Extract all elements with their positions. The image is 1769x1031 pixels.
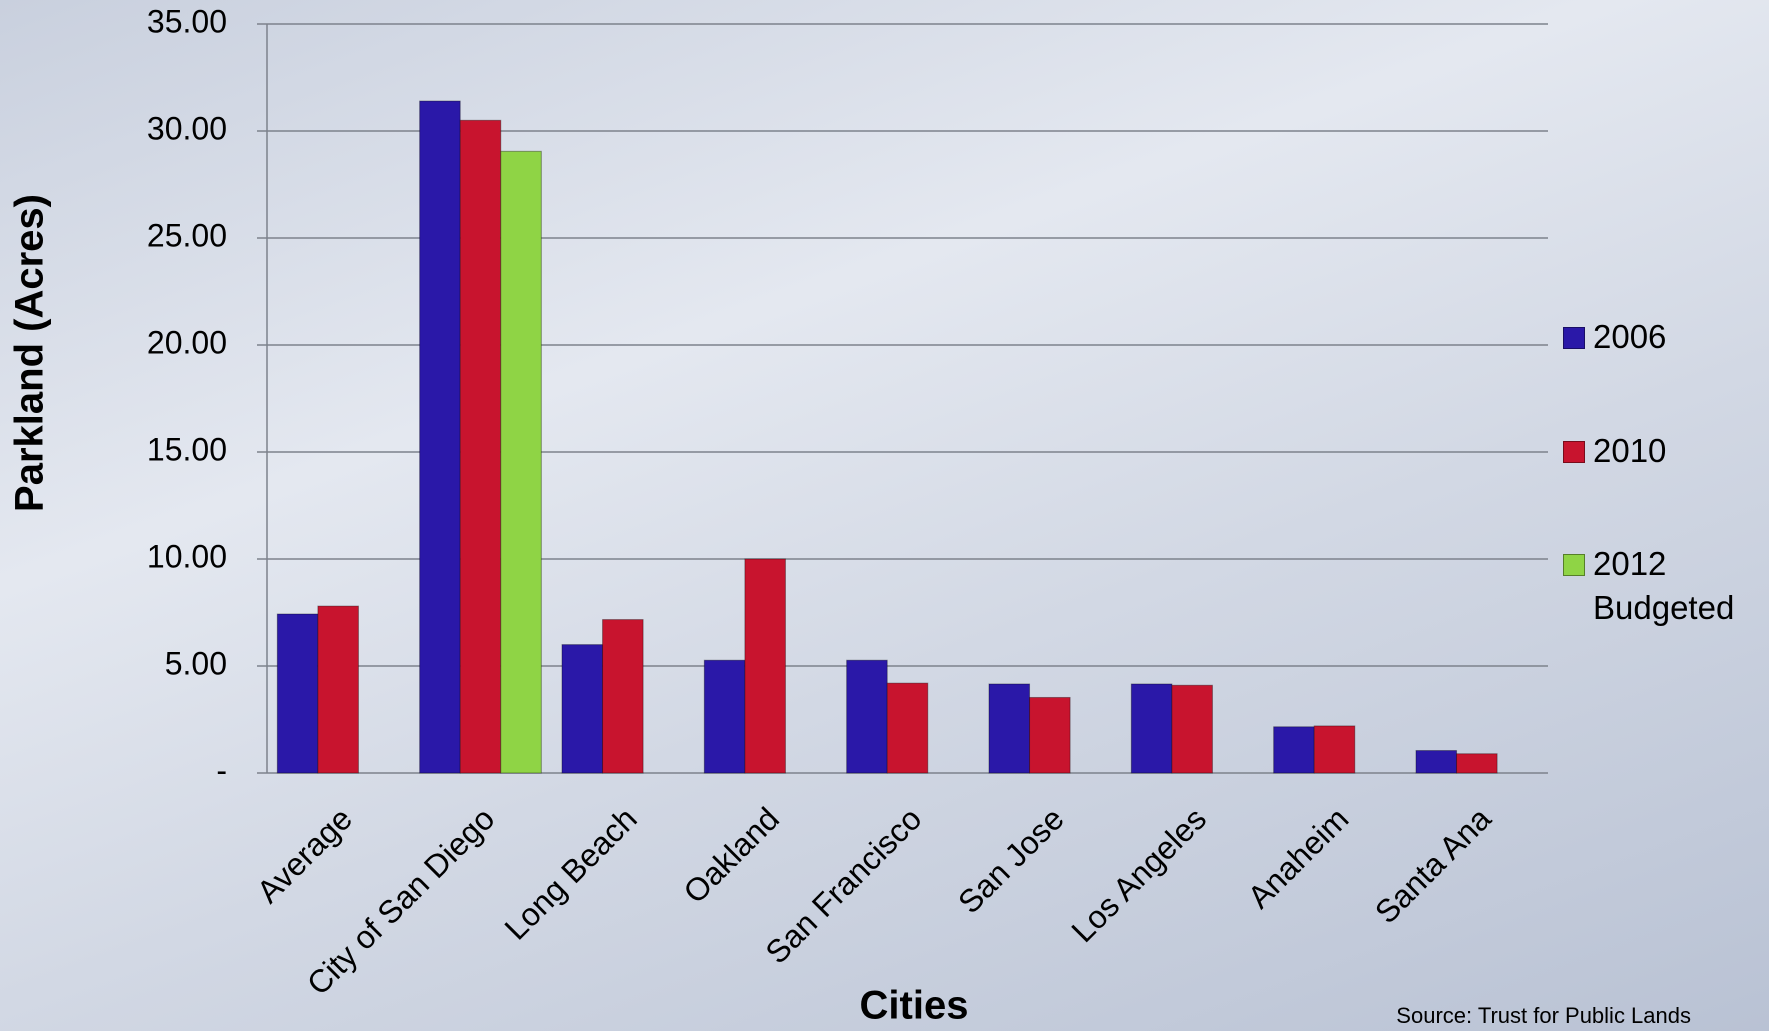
bar — [419, 100, 461, 774]
bar — [1273, 726, 1315, 774]
legend-item: 2010 — [1563, 429, 1753, 473]
y-tick-label: 30.00 — [147, 110, 227, 146]
bar — [1029, 696, 1071, 774]
bar — [846, 659, 888, 774]
legend-swatch — [1563, 441, 1585, 463]
legend-label: 2010 — [1593, 432, 1667, 469]
y-axis-title: Parkland (Acres) — [8, 194, 52, 512]
bar — [1415, 750, 1458, 774]
x-tick-label: Los Angeles — [1064, 800, 1213, 949]
bar — [744, 558, 786, 774]
y-tick-label: 15.00 — [147, 431, 227, 467]
y-tick-label: - — [216, 752, 227, 788]
bar — [500, 150, 542, 774]
x-axis-title: Cities — [860, 984, 969, 1028]
x-tick-label: Oakland — [676, 800, 786, 910]
bar — [1171, 684, 1213, 774]
bar — [1456, 753, 1498, 774]
x-tick-label: Long Beach — [498, 800, 644, 946]
x-tick-label: Anaheim — [1241, 800, 1356, 915]
legend-item: 2012 Budgeted — [1563, 542, 1753, 630]
bar — [1130, 683, 1173, 774]
bar — [886, 682, 929, 774]
bar — [459, 119, 502, 774]
y-tick-label: 20.00 — [147, 324, 227, 360]
y-tick-label: 35.00 — [147, 3, 227, 39]
legend-label: 2012 Budgeted — [1593, 545, 1735, 626]
legend-swatch — [1563, 327, 1585, 349]
bar — [988, 683, 1031, 774]
y-tick-label: 5.00 — [165, 645, 227, 681]
legend-label: 2006 — [1593, 318, 1667, 355]
bar — [317, 605, 359, 774]
x-tick-label: Santa Ana — [1368, 800, 1498, 930]
bar — [1313, 725, 1356, 774]
legend-swatch — [1563, 554, 1585, 576]
bar — [561, 644, 604, 774]
bar — [602, 619, 644, 774]
y-tick-label: 25.00 — [147, 217, 227, 253]
y-tick-label: 10.00 — [147, 538, 227, 574]
bar — [703, 659, 746, 774]
x-tick-label: San Jose — [951, 800, 1071, 920]
source-note: Source: Trust for Public Lands — [1396, 1003, 1691, 1028]
bar — [276, 613, 319, 774]
x-tick-label: Average — [250, 800, 359, 909]
legend-item: 2006 — [1563, 315, 1753, 359]
